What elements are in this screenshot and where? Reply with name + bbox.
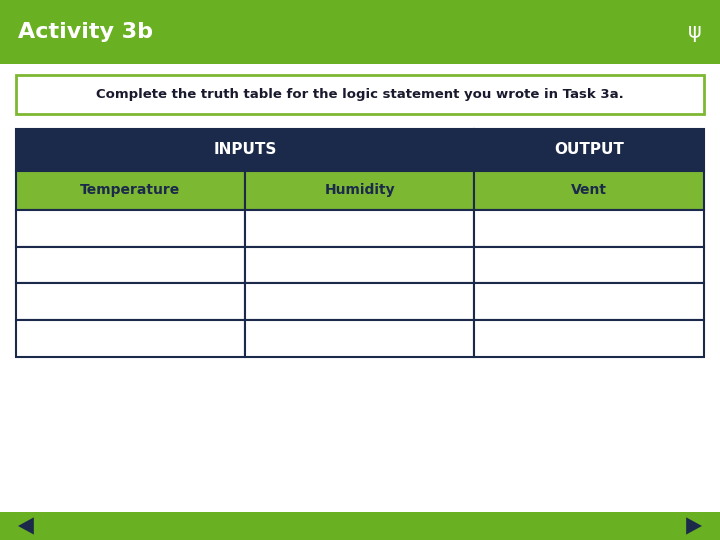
Bar [16, 284, 245, 320]
Text: Humidity: Humidity [324, 184, 395, 197]
Bar [16, 171, 245, 210]
Bar [16, 247, 245, 284]
Bar [0, 512, 720, 540]
Bar [474, 284, 704, 320]
Bar [245, 320, 474, 357]
Text: Complete the truth table for the logic statement you wrote in Task 3a.: Complete the truth table for the logic s… [96, 88, 624, 101]
Bar [0, 0, 720, 64]
Bar [245, 247, 474, 284]
Bar [245, 284, 474, 320]
Bar [16, 129, 474, 171]
Text: Activity 3b: Activity 3b [18, 22, 153, 42]
Bar [474, 247, 704, 284]
Text: Vent: Vent [571, 184, 607, 197]
Bar [474, 210, 704, 247]
Bar [245, 210, 474, 247]
Text: ψ: ψ [688, 22, 702, 42]
Bar [245, 171, 474, 210]
Polygon shape [18, 517, 34, 535]
Bar [16, 320, 245, 357]
Text: OUTPUT: OUTPUT [554, 142, 624, 157]
Polygon shape [686, 517, 702, 535]
Text: INPUTS: INPUTS [213, 142, 276, 157]
Bar [474, 171, 704, 210]
Text: Temperature: Temperature [81, 184, 181, 197]
Bar [474, 320, 704, 357]
Bar [16, 75, 704, 114]
Bar [16, 210, 245, 247]
Bar [474, 129, 704, 171]
